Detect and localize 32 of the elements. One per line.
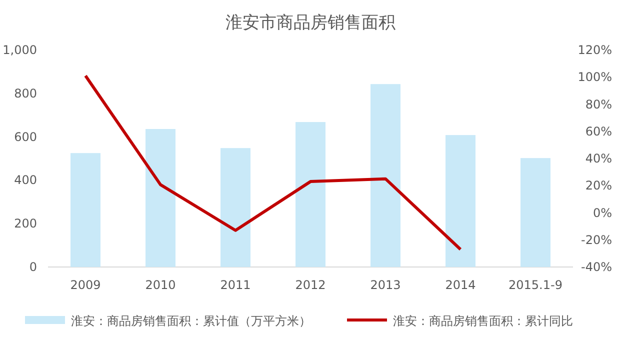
y2-tick-label: 40%	[585, 152, 612, 166]
bar	[520, 158, 550, 267]
bar	[296, 122, 326, 267]
x-tick-label: 2010	[145, 278, 176, 292]
x-tick-label: 2009	[70, 278, 101, 292]
y-tick-label: 0	[29, 260, 37, 274]
x-tick-label: 2015.1-9	[508, 278, 562, 292]
legend-label: 淮安：商品房销售面积：累计值（万平方米）	[71, 314, 311, 328]
y2-tick-label: 120%	[578, 43, 612, 57]
y2-tick-label: -20%	[580, 232, 612, 247]
y-tick-label: 1,000	[2, 43, 37, 57]
x-tick-label: 2014	[445, 278, 476, 292]
x-tick-label: 2013	[370, 278, 401, 292]
y2-tick-label: 100%	[578, 70, 612, 84]
bar	[370, 84, 400, 267]
y2-tick-label: 60%	[585, 124, 612, 138]
x-tick-label: 2011	[220, 278, 251, 292]
legend-label: 淮安：商品房销售面积：累计同比	[393, 314, 573, 328]
y2-tick-label: 80%	[585, 97, 612, 112]
y-tick-label: 400	[14, 173, 37, 188]
y2-tick-label: 0%	[592, 206, 612, 220]
bar	[146, 128, 176, 267]
bar	[70, 153, 100, 267]
chart-title: 淮安市商品房销售面积	[226, 13, 396, 33]
bar	[220, 148, 250, 267]
y2-tick-label: 20%	[585, 178, 612, 193]
y2-tick-label: -40%	[580, 260, 612, 274]
x-tick-label: 2012	[295, 278, 326, 292]
y-tick-label: 800	[14, 86, 37, 100]
y-tick-label: 600	[14, 130, 37, 144]
bar	[446, 135, 476, 267]
y-tick-label: 200	[14, 216, 37, 231]
